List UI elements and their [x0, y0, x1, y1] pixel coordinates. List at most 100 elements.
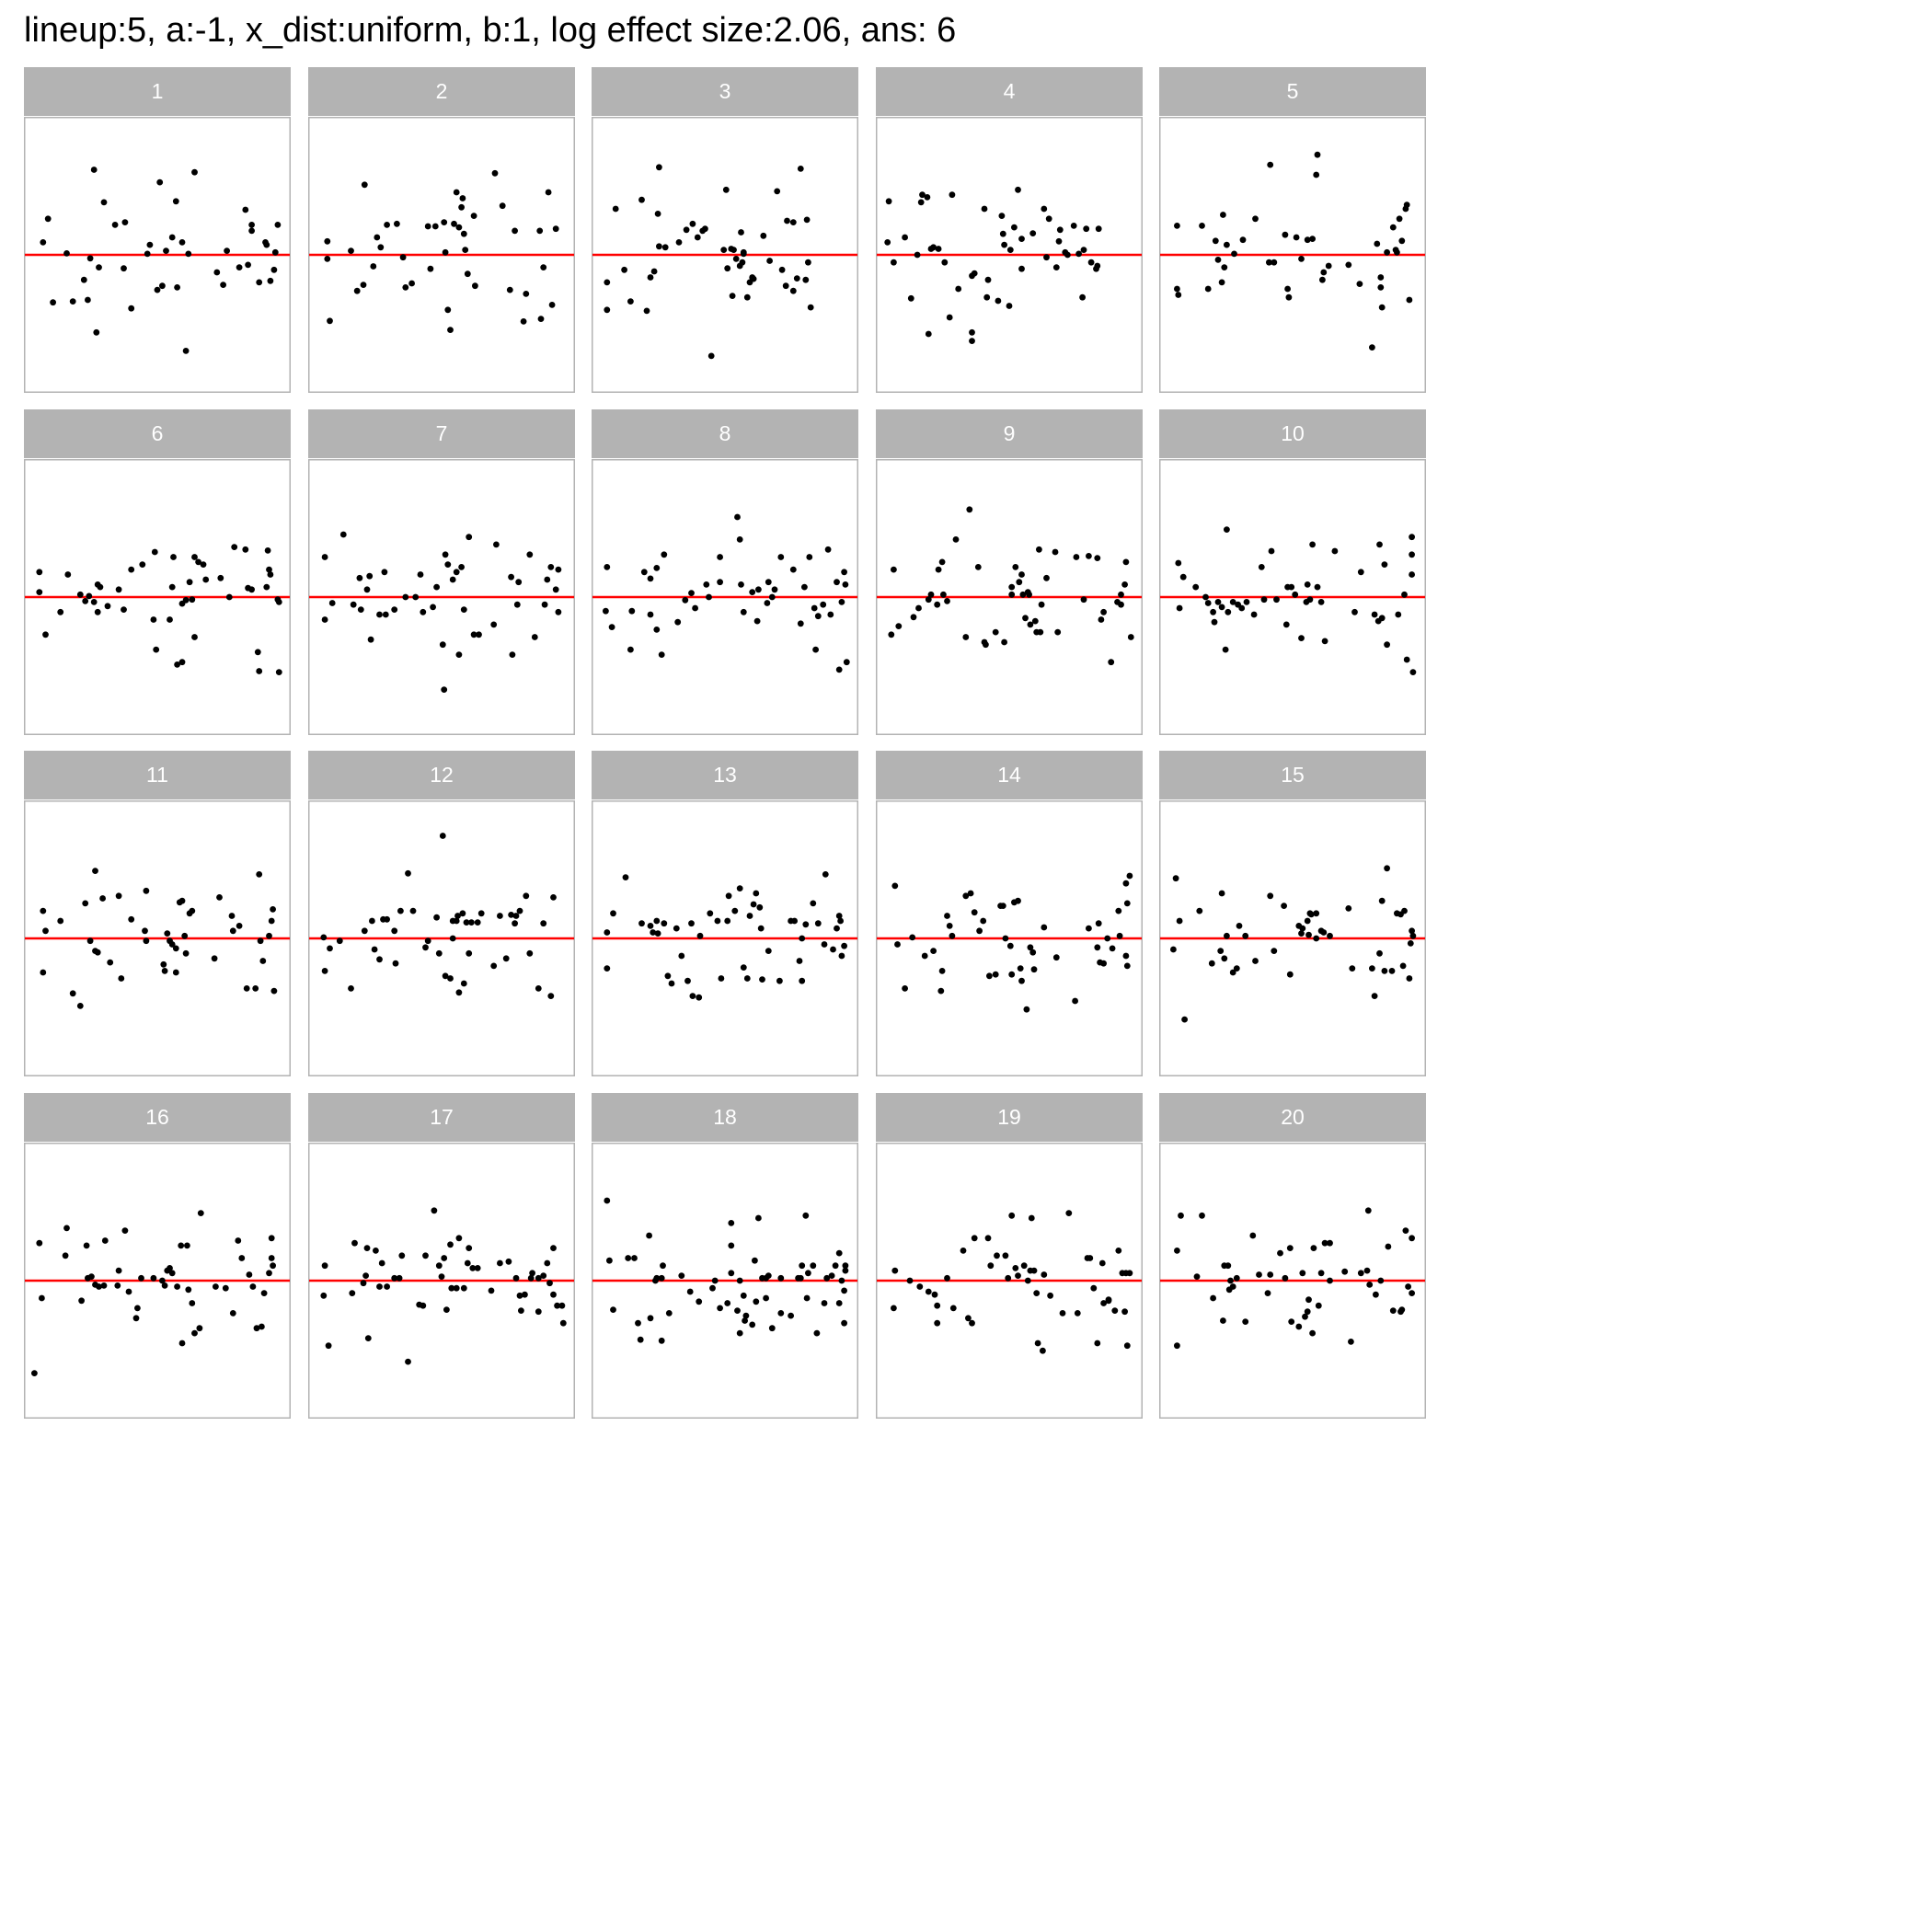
data-point — [743, 293, 751, 301]
data-point — [1267, 161, 1274, 168]
data-point — [805, 1270, 811, 1277]
scatter-plot — [876, 1143, 1143, 1419]
data-point — [720, 247, 728, 253]
data-point — [174, 661, 181, 668]
data-point — [653, 627, 661, 633]
data-point — [1357, 1270, 1364, 1277]
data-point — [949, 932, 956, 939]
facet-panel: 15 — [1159, 751, 1426, 1076]
data-point — [1018, 265, 1025, 272]
data-point — [1325, 262, 1332, 270]
data-point — [952, 536, 960, 543]
facet-panel: 8 — [592, 409, 858, 735]
data-point — [638, 196, 645, 203]
data-point — [460, 1284, 467, 1292]
facet-strip-label: 17 — [308, 1093, 575, 1142]
data-point — [163, 247, 169, 254]
data-point — [1175, 292, 1182, 298]
data-point — [1313, 935, 1320, 942]
data-point — [740, 964, 747, 971]
data-point — [433, 583, 440, 591]
data-point — [189, 1300, 196, 1306]
data-point — [449, 935, 456, 942]
data-point — [433, 914, 440, 921]
data-point — [490, 621, 498, 628]
data-point — [268, 917, 275, 925]
data-point — [924, 194, 931, 201]
data-point — [168, 583, 176, 591]
data-point — [1118, 591, 1124, 598]
data-point — [656, 164, 662, 171]
data-point — [837, 917, 844, 925]
data-point — [813, 1329, 821, 1337]
scatter-plot — [1159, 1143, 1426, 1419]
data-point — [1083, 225, 1090, 233]
data-point — [835, 1249, 843, 1257]
data-point — [841, 569, 847, 576]
data-point — [1098, 616, 1105, 623]
data-point — [178, 1340, 186, 1347]
facet-plot-area — [1159, 1143, 1426, 1419]
data-point — [1220, 1317, 1226, 1324]
data-point — [1037, 628, 1044, 636]
data-point — [1121, 1308, 1128, 1316]
facet-panel: 17 — [308, 1093, 575, 1419]
data-point — [1211, 618, 1218, 626]
data-point — [1127, 634, 1134, 640]
data-point — [1377, 1277, 1385, 1284]
data-point — [776, 977, 783, 984]
data-point — [784, 217, 790, 224]
data-point — [777, 1274, 785, 1282]
data-point — [1080, 596, 1087, 604]
data-point — [548, 302, 556, 308]
data-point — [96, 264, 102, 270]
data-point — [718, 975, 725, 982]
data-point — [115, 586, 122, 593]
data-point — [447, 1241, 454, 1248]
data-point — [1210, 608, 1216, 615]
data-point — [1126, 872, 1133, 880]
data-point — [838, 952, 845, 960]
data-point — [814, 920, 822, 927]
data-point — [213, 1283, 219, 1290]
data-point — [909, 934, 916, 941]
data-point — [464, 270, 471, 278]
data-point — [797, 1274, 804, 1282]
data-point — [83, 1242, 90, 1249]
scatter-plot — [308, 117, 575, 393]
data-point — [270, 266, 278, 273]
data-point — [925, 1288, 932, 1295]
data-point — [270, 1262, 276, 1270]
data-point — [231, 544, 238, 550]
data-point — [515, 579, 523, 586]
data-point — [820, 601, 827, 608]
data-point — [1094, 944, 1101, 951]
data-point — [442, 972, 449, 980]
data-point — [1302, 1313, 1308, 1320]
data-point — [36, 1239, 43, 1247]
data-point — [371, 946, 378, 953]
scatter-plot — [592, 800, 858, 1076]
data-point — [1388, 968, 1396, 974]
data-point — [134, 1305, 141, 1312]
data-point — [1227, 1277, 1234, 1284]
data-point — [1072, 997, 1078, 1005]
data-point — [668, 980, 675, 987]
data-point — [1271, 259, 1278, 266]
data-point — [1193, 1273, 1201, 1280]
data-point — [1018, 571, 1025, 578]
data-point — [324, 256, 331, 262]
data-point — [424, 937, 431, 945]
facet-panel: 4 — [876, 67, 1143, 393]
data-point — [86, 592, 93, 600]
data-point — [604, 965, 611, 972]
data-point — [1174, 1342, 1180, 1350]
data-point — [801, 583, 808, 591]
data-point — [1309, 1329, 1316, 1337]
data-point — [245, 261, 251, 269]
data-point — [159, 1277, 166, 1284]
data-point — [86, 937, 94, 945]
data-point — [1371, 993, 1378, 999]
data-point — [235, 1237, 242, 1244]
data-point — [211, 955, 218, 962]
